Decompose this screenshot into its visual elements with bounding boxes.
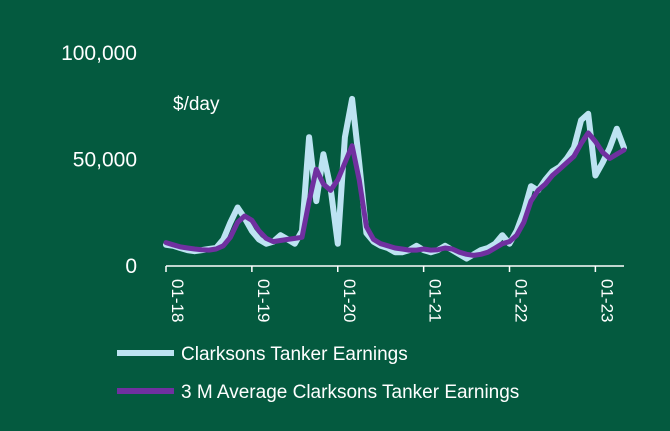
y-tick-label: 100,000 <box>61 42 137 65</box>
x-tick-label: 01-20 <box>340 279 359 322</box>
unit-label: $/day <box>173 94 220 115</box>
legend-label: 3 M Average Clarksons Tanker Earnings <box>181 382 519 403</box>
x-tick-label: 01-22 <box>512 279 531 322</box>
series-line <box>163 95 627 262</box>
series-line <box>163 130 627 258</box>
y-axis: 100,000 50,000 0 <box>61 42 137 278</box>
y-tick-label: 0 <box>125 255 137 278</box>
x-tick-label: 01-19 <box>254 279 273 322</box>
x-tick-label: 01-18 <box>168 279 187 322</box>
x-tick-label: 01-23 <box>597 279 616 322</box>
legend-label: Clarksons Tanker Earnings <box>181 344 408 365</box>
y-tick-label: 50,000 <box>73 149 137 172</box>
legend: Clarksons Tanker Earnings 3 M Average Cla… <box>117 344 519 403</box>
x-axis: 01-18 01-19 01-20 01-21 01-22 01-23 <box>165 265 624 322</box>
x-tick-label: 01-21 <box>426 279 445 322</box>
series-layer <box>163 95 627 262</box>
